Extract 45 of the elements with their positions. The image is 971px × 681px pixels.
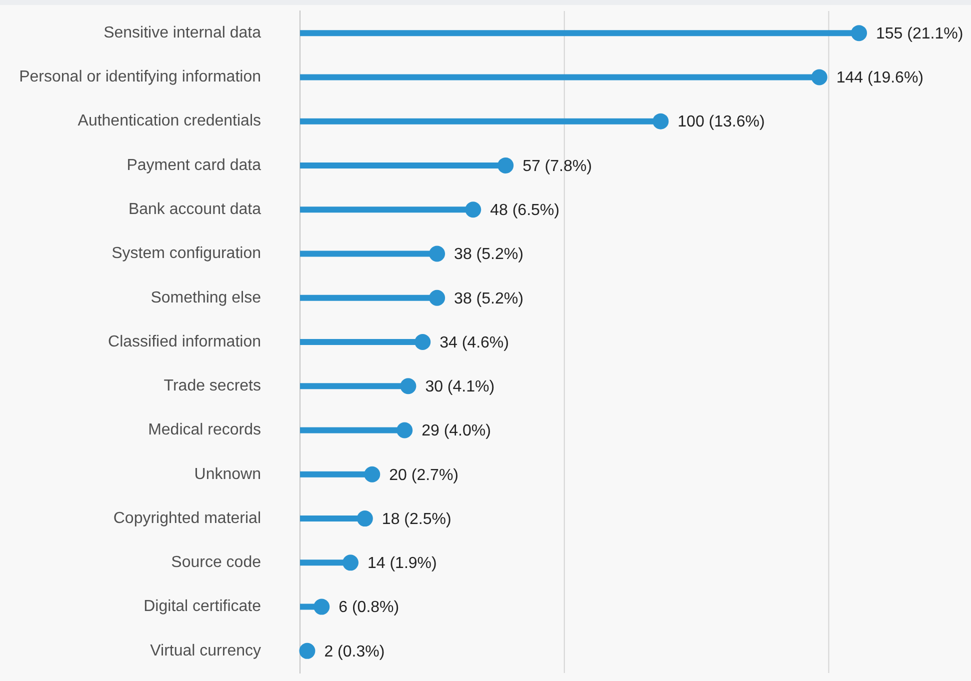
data-label: 18 (2.5%) xyxy=(382,510,452,528)
y-tick-label: Something else xyxy=(150,289,262,306)
y-tick-label: Virtual currency xyxy=(150,642,261,660)
point xyxy=(396,422,413,438)
point xyxy=(851,25,867,42)
y-tick-label: Trade secrets xyxy=(164,378,261,395)
data-label: 20 (2.7%) xyxy=(389,466,459,484)
y-tick-label: System configuration xyxy=(112,245,261,262)
data-label: 100 (13.6%) xyxy=(678,114,765,131)
y-tick-label: Classified information xyxy=(108,333,261,350)
point xyxy=(811,69,828,86)
point xyxy=(429,246,446,262)
point xyxy=(299,642,316,659)
data-label: 155 (21.1%) xyxy=(876,25,964,42)
point xyxy=(364,466,380,482)
y-tick-label: Medical records xyxy=(148,422,261,439)
data-label: 6 (0.8%) xyxy=(338,599,400,616)
y-tick-label: Payment card data xyxy=(126,156,262,174)
point xyxy=(314,598,330,615)
y-tick-label: Copyrighted material xyxy=(113,510,261,527)
data-label: 48 (6.5%) xyxy=(490,202,560,220)
point xyxy=(400,378,416,394)
point xyxy=(342,554,358,571)
y-tick-label: Authentication credentials xyxy=(78,112,261,130)
point xyxy=(429,290,446,306)
y-tick-label: Bank account data xyxy=(128,201,262,218)
y-tick-label: Digital certificate xyxy=(144,598,262,616)
point xyxy=(356,510,373,527)
y-tick-label: Unknown xyxy=(194,466,261,483)
data-label: 30 (4.1%) xyxy=(425,378,495,396)
point xyxy=(414,334,431,350)
y-tick-label: Source code xyxy=(171,554,262,572)
data-label: 34 (4.6%) xyxy=(440,334,509,352)
data-label: 29 (4.0%) xyxy=(422,422,491,440)
y-tick-label: Personal or identifying information xyxy=(19,68,261,86)
data-label: 57 (7.8%) xyxy=(522,158,592,175)
data-label: 38 (5.2%) xyxy=(454,246,524,264)
data-label: 14 (1.9%) xyxy=(367,555,437,572)
y-tick-label: Sensitive internal data xyxy=(104,24,262,42)
data-label: 144 (19.6%) xyxy=(836,70,924,87)
data-label: 38 (5.2%) xyxy=(454,290,524,308)
data-label: 2 (0.3%) xyxy=(324,643,385,660)
point xyxy=(652,113,669,130)
point xyxy=(498,157,514,174)
point xyxy=(465,202,482,218)
